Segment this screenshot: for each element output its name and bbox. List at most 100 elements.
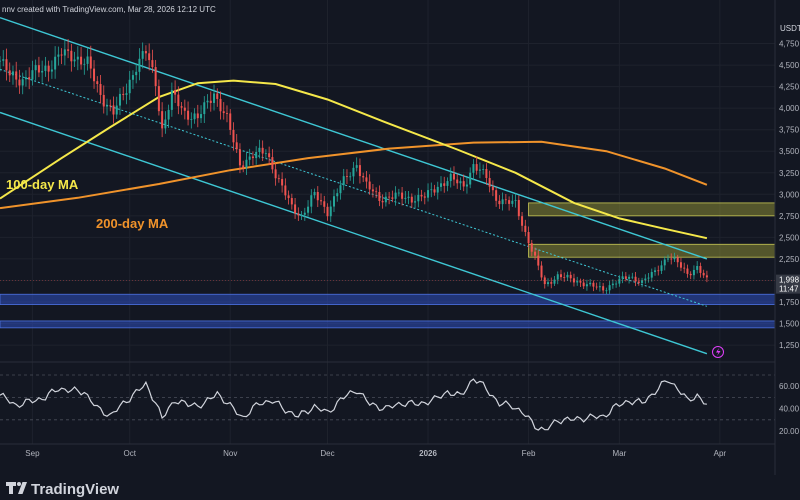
candle-body: [342, 176, 345, 186]
candle-body: [203, 102, 206, 115]
candle-body: [670, 258, 673, 260]
time-tick-label: Dec: [320, 449, 334, 458]
candle-body: [654, 270, 657, 273]
candle-body: [553, 279, 556, 284]
candle-body: [592, 282, 595, 287]
candle-body: [332, 196, 336, 207]
candle-body: [488, 178, 491, 187]
time-tick-label: Feb: [522, 449, 536, 458]
alert-icon[interactable]: [712, 346, 724, 358]
candle-body: [112, 105, 115, 115]
ma200-label: 200-day MA: [96, 216, 169, 231]
rsi-axis[interactable]: 20.00 40.00 60.00: [779, 382, 800, 436]
candle-body: [696, 265, 699, 270]
candle-body: [323, 201, 326, 207]
last-price-timer: 11:47: [779, 285, 799, 294]
price-tick-label: 4,750: [779, 40, 800, 49]
candle-body: [284, 185, 287, 196]
candle-body: [589, 282, 592, 285]
candle-body: [290, 198, 293, 205]
candle-body: [443, 183, 446, 186]
candle-body: [358, 165, 361, 177]
candle-body: [436, 186, 439, 193]
candle-body: [167, 109, 170, 120]
candle-body: [563, 277, 566, 278]
candle-body: [414, 201, 417, 203]
candle-body: [268, 153, 271, 158]
candle-body: [222, 111, 225, 114]
candle-body: [595, 286, 598, 288]
candle-body: [676, 257, 679, 263]
candle-body: [118, 93, 121, 106]
candle-body: [229, 113, 232, 130]
time-axis[interactable]: Sep Oct Nov Dec 2026 Feb Mar Apr: [25, 449, 726, 458]
candle-body: [579, 281, 582, 283]
price-tick-label: 3,500: [779, 147, 800, 156]
candle-body: [274, 169, 277, 179]
candle-body: [559, 274, 562, 278]
candle-body: [378, 192, 381, 201]
price-tick-label: 1,750: [779, 298, 800, 307]
candle-body: [180, 106, 183, 108]
price-tick-label: 4,000: [779, 104, 800, 113]
candle-body: [618, 278, 621, 284]
candle-body: [605, 290, 608, 292]
candle-body: [511, 200, 514, 204]
chart-header: nnv created with TradingView.com, Mar 28…: [2, 5, 216, 14]
candle-body: [384, 196, 387, 203]
candle-body: [637, 281, 640, 283]
candle-body: [170, 90, 173, 110]
candle-body: [54, 56, 57, 70]
candle-body: [219, 98, 222, 112]
candle-body: [2, 59, 5, 61]
candle-body: [73, 59, 76, 62]
price-tick-label: 3,250: [779, 169, 800, 178]
candle-body: [34, 65, 37, 71]
candle-body: [657, 270, 660, 272]
ma100-line: [0, 79, 708, 240]
candle-body: [388, 196, 391, 198]
candle-body: [261, 147, 264, 154]
candle-body: [469, 172, 472, 185]
candle-body: [508, 200, 511, 204]
candle-body: [462, 181, 465, 187]
time-tick-label: Sep: [25, 449, 40, 458]
candle-body: [41, 70, 44, 73]
candle-body: [641, 280, 644, 283]
candle-body: [106, 105, 109, 107]
candle-body: [427, 190, 430, 198]
candle-body: [352, 167, 355, 177]
candle-body: [349, 176, 352, 178]
candle-body: [144, 51, 147, 54]
candle-body: [404, 197, 407, 199]
candle-body: [151, 60, 154, 68]
candle-body: [115, 105, 118, 115]
last-price-value: 1,998: [779, 276, 800, 285]
candle-body: [300, 214, 303, 216]
price-tick-label: 4,500: [779, 61, 800, 70]
candle-body: [183, 107, 186, 111]
candle-body: [345, 176, 348, 177]
candle-body: [375, 191, 378, 193]
candle-body: [514, 199, 517, 201]
rsi-tick-label: 60.00: [779, 382, 800, 391]
candle-body: [582, 282, 585, 287]
price-axis[interactable]: 1,250 1,500 1,750 2,250 2,500 2,750 3,000 3,250…: [779, 40, 800, 351]
candle-body: [692, 269, 695, 276]
candle-body: [294, 204, 297, 214]
candle-body: [550, 282, 553, 284]
candle-body: [60, 54, 63, 56]
candle-body: [498, 200, 501, 205]
candle-body: [566, 274, 569, 278]
candle-body: [391, 197, 394, 199]
ma100-label: 100-day MA: [6, 177, 79, 192]
channel-lower-line: [0, 111, 708, 355]
candle-body: [232, 129, 235, 143]
candle-body: [255, 151, 258, 159]
rsi-tick-label: 20.00: [779, 427, 800, 436]
candle-body: [63, 49, 66, 56]
resistance-zone: [528, 243, 776, 258]
candle-body: [355, 165, 358, 168]
candle-body: [157, 86, 160, 112]
